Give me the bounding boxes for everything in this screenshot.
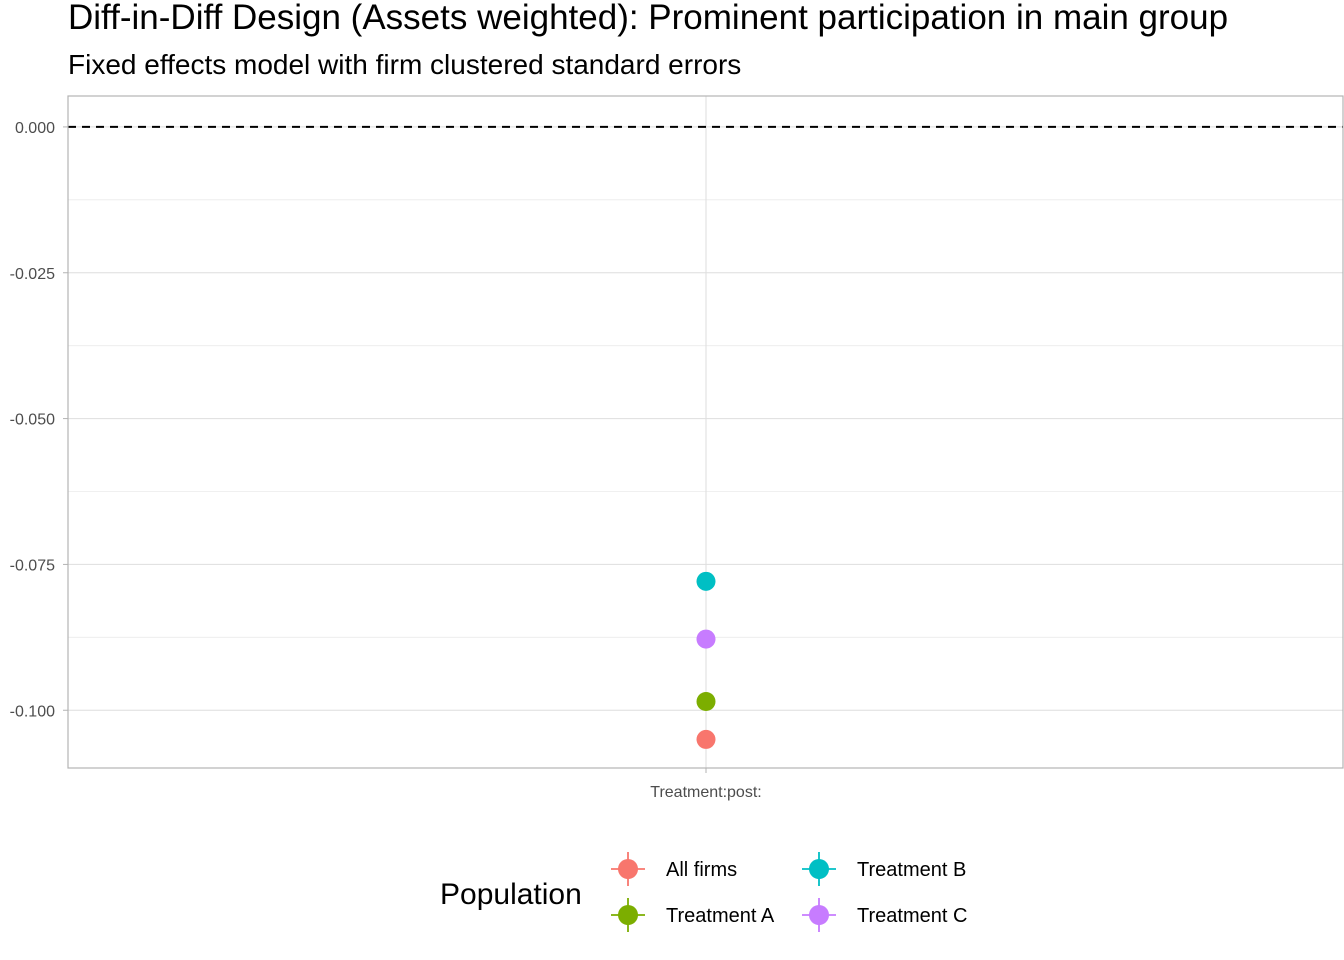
data-point [696, 692, 716, 711]
grid [68, 96, 1343, 768]
legend-label: Treatment C [857, 905, 967, 927]
legend-label: All firms [666, 859, 737, 881]
data-point [696, 629, 716, 649]
legend-item: Treatment C [802, 898, 967, 932]
points-layer [696, 571, 716, 749]
x-tick-label: Treatment:post: [650, 784, 761, 801]
legend-key-point [618, 905, 638, 925]
data-point [696, 729, 716, 749]
legend-key-point [809, 859, 829, 879]
legend-label: Treatment A [666, 905, 775, 927]
legend-item: Treatment A [611, 898, 775, 932]
chart-subtitle: Fixed effects model with firm clustered … [68, 49, 741, 80]
legend-label: Treatment B [857, 859, 966, 881]
y-tick-label: 0.000 [15, 120, 55, 137]
legend-title: Population [440, 878, 582, 911]
legend-item: All firms [611, 852, 737, 886]
y-tick-label: -0.100 [10, 703, 55, 720]
axis-layer: 0.000 -0.025 -0.050 -0.075 -0.100 Treatment:p… [10, 95, 1344, 801]
chart-title: Diff-in-Diff Design (Assets weighted): P… [68, 0, 1228, 37]
legend-item: Treatment B [802, 852, 966, 886]
y-tick-label: -0.050 [10, 412, 55, 429]
y-tick-label: -0.025 [10, 266, 55, 283]
data-point [696, 571, 716, 591]
legend-key-point [809, 905, 829, 925]
legend: Population All firms Treatment A Treatment… [440, 852, 967, 932]
legend-key-point [618, 859, 638, 879]
y-tick-label: -0.075 [10, 557, 55, 574]
